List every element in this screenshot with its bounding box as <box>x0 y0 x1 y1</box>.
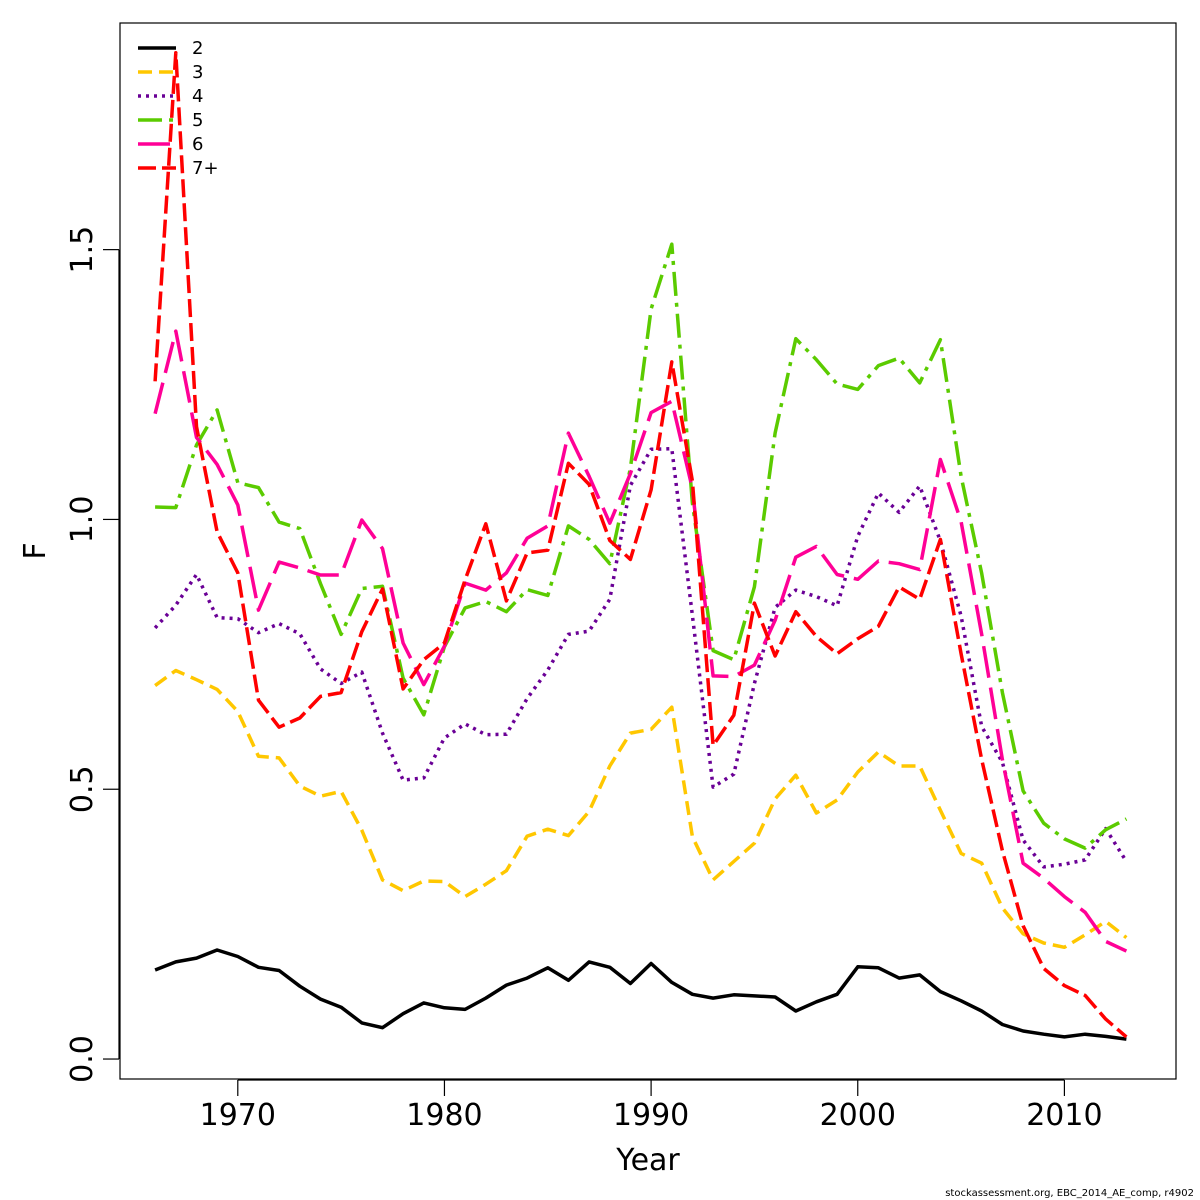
series-line-5 <box>155 242 1128 850</box>
y-axis: 0.0 0.5 1.0 1.5 <box>65 226 120 1083</box>
legend-label: 4 <box>192 86 203 107</box>
y-tick-label: 1.0 <box>65 496 100 544</box>
x-tick-label: 1990 <box>613 1098 689 1133</box>
series-line-2 <box>154 948 1127 1041</box>
legend-label: 2 <box>192 38 203 59</box>
series-line-3 <box>154 668 1128 950</box>
series-line-7plus <box>153 50 1128 1039</box>
y-tick-label: 0.5 <box>65 765 100 813</box>
x-tick-label: 2000 <box>820 1098 896 1133</box>
plot-frame <box>119 22 1177 1080</box>
footnote: stockassessment.org, EBC_2014_AE_comp, r… <box>945 1188 1194 1199</box>
legend-label: 7+ <box>192 158 219 179</box>
series-layer <box>153 50 1128 1041</box>
y-axis-label: F <box>18 542 53 559</box>
x-axis: 1970 1980 1990 2000 2010 <box>200 1079 1103 1133</box>
series-line-6 <box>153 329 1128 953</box>
y-tick-label: 0.0 <box>65 1035 100 1083</box>
legend-label: 5 <box>192 110 203 131</box>
legend-label: 3 <box>192 62 203 83</box>
series-line-4 <box>153 446 1128 869</box>
y-tick-label: 1.5 <box>65 226 100 274</box>
x-tick-label: 2010 <box>1026 1098 1102 1133</box>
x-axis-label: Year <box>615 1143 680 1178</box>
x-tick-label: 1980 <box>406 1098 482 1133</box>
legend: 2 3 4 5 6 7+ <box>138 38 219 179</box>
legend-label: 6 <box>192 134 203 155</box>
x-tick-label: 1970 <box>200 1098 276 1133</box>
